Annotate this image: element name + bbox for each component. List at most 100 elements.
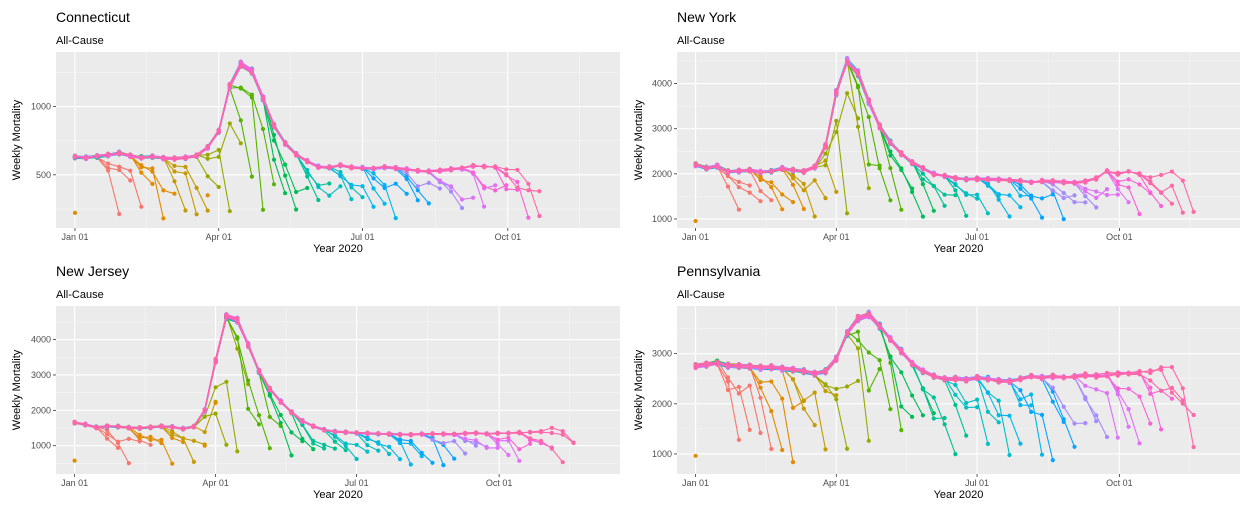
series-point: [725, 173, 731, 178]
series-point: [1137, 211, 1142, 217]
series-point: [517, 458, 522, 463]
series-point: [426, 201, 431, 206]
series-point: [736, 185, 741, 190]
series-point: [549, 430, 554, 436]
series-point: [736, 362, 741, 367]
series-point: [249, 92, 254, 97]
series-point: [1126, 407, 1131, 412]
series-point: [1104, 374, 1110, 379]
series-point: [148, 425, 153, 430]
series-point: [571, 440, 576, 446]
series-point: [964, 176, 969, 181]
chart-subtitle: All-Cause: [677, 289, 725, 301]
series-point: [238, 85, 243, 90]
series-point: [758, 395, 763, 400]
series-point: [305, 160, 310, 165]
series-point: [115, 445, 121, 450]
series-group: [693, 309, 1196, 465]
series-point: [845, 59, 850, 65]
series-point: [371, 176, 376, 181]
series-point: [1039, 452, 1045, 457]
y-tick-label: 1000: [31, 102, 51, 112]
series-point: [1018, 378, 1023, 383]
series-point: [338, 169, 343, 175]
series-point: [1061, 190, 1066, 196]
series-point: [471, 162, 476, 168]
series-point: [931, 395, 936, 400]
series-point: [459, 197, 465, 202]
series-point: [888, 149, 893, 154]
series-point: [549, 425, 554, 430]
series-point: [1039, 178, 1045, 184]
series-point: [1061, 404, 1066, 409]
series-point: [1191, 444, 1196, 450]
series-point: [349, 182, 354, 187]
series-point: [736, 437, 741, 442]
series-point: [747, 183, 752, 188]
series-point: [249, 71, 254, 76]
y-tick-label: 1000: [31, 441, 51, 451]
series-point: [278, 412, 283, 418]
x-tick-label: Jan 01: [682, 478, 709, 488]
series-point: [1018, 397, 1023, 402]
series-point: [1148, 179, 1153, 184]
series-point: [1018, 186, 1023, 191]
series-point: [1094, 189, 1099, 194]
series-point: [1180, 398, 1185, 403]
series-point: [823, 163, 828, 168]
series-point: [1159, 172, 1164, 178]
series-point: [1007, 452, 1012, 458]
series-point: [736, 207, 741, 212]
series-point: [181, 436, 186, 441]
series-point: [459, 165, 465, 171]
series-point: [1050, 178, 1055, 183]
series-point: [305, 185, 310, 191]
series-point: [1148, 190, 1153, 195]
chart-panel-pennsylvania: Pennsylvania All-Cause Jan 01 Apr 01 Jul 01 O…: [622, 254, 1243, 513]
series-point: [397, 432, 403, 437]
series-point: [294, 153, 299, 158]
series-point: [311, 447, 316, 452]
series-point: [515, 185, 520, 190]
series-point: [790, 405, 796, 410]
series-point: [1115, 182, 1120, 187]
series-point: [985, 211, 990, 216]
series-point: [289, 453, 294, 458]
series-point: [139, 155, 144, 160]
series-point: [213, 400, 218, 405]
series-point: [996, 398, 1001, 403]
chart-panel-new-jersey: New Jersey All-Cause Jan 01 Apr 01 Jul 01 Oct…: [0, 254, 622, 513]
series-point: [437, 168, 442, 173]
chart-title: New Jersey: [56, 263, 129, 279]
series-point: [920, 171, 925, 176]
series-point: [1094, 419, 1099, 424]
x-tick-label: Oct 01: [1106, 478, 1133, 488]
series-point: [1007, 214, 1012, 219]
series-point: [725, 169, 731, 174]
series-point: [349, 197, 354, 202]
series-point: [260, 207, 266, 212]
series-point: [376, 431, 381, 436]
series-point: [202, 407, 207, 412]
series-point: [338, 184, 343, 189]
series-point: [1148, 378, 1153, 383]
series-point: [322, 427, 327, 432]
series-point: [137, 425, 142, 430]
series-point: [549, 446, 554, 451]
series-point: [452, 456, 457, 461]
series-point: [899, 349, 904, 355]
series-point: [202, 429, 207, 435]
series-point: [920, 387, 925, 392]
series-point: [866, 350, 871, 355]
series-point: [191, 459, 196, 464]
series-point: [899, 166, 904, 171]
series-point: [437, 186, 442, 191]
series-point: [888, 153, 893, 158]
series-point: [790, 200, 796, 205]
series-point: [83, 156, 89, 161]
series-point: [877, 367, 882, 372]
series-point: [283, 162, 288, 167]
series-point: [327, 181, 332, 186]
series-point: [758, 177, 763, 183]
series-point: [128, 178, 133, 183]
